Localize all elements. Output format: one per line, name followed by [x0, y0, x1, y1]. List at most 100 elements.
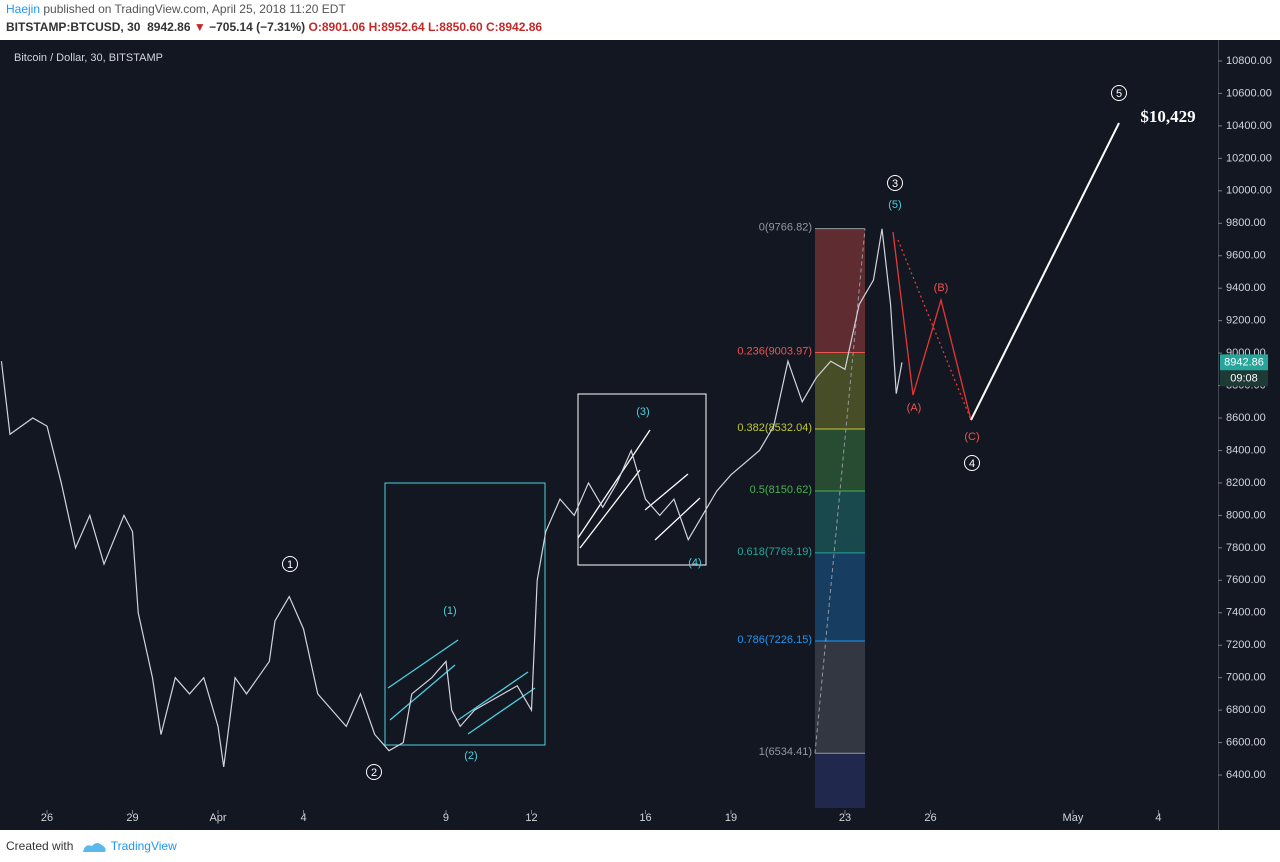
channel [579, 469, 641, 549]
wave-circle [1111, 85, 1127, 101]
publish-line: Haejin published on TradingView.com, Apr… [6, 0, 1280, 18]
brand[interactable]: TradingView [110, 839, 177, 853]
wave-label: (3) [636, 406, 649, 418]
x-tick-label: 23 [839, 812, 851, 824]
y-tick-label: 9200.00 [1226, 315, 1266, 327]
chart-title: Bitcoin / Dollar, 30, BITSTAMP [14, 52, 163, 64]
created: Created with [6, 839, 74, 853]
y-tick-label: 7400.00 [1226, 607, 1266, 619]
y-tick-label: 10600.00 [1226, 87, 1272, 99]
wave-label: (B) [934, 282, 949, 294]
fib-band [815, 753, 865, 808]
box [577, 393, 707, 566]
y-tick-label: 10200.00 [1226, 152, 1272, 164]
y-tick-label: 7800.00 [1226, 542, 1266, 554]
wave-label: (2) [464, 750, 477, 762]
chart-bg [0, 40, 1280, 830]
wave-label: (4) [688, 557, 701, 569]
fib-band [815, 640, 865, 754]
y-tick-label: 10000.00 [1226, 185, 1272, 197]
y-tick-label: 6800.00 [1226, 704, 1266, 716]
low: L:8850.60 [427, 20, 483, 34]
change: −705.14 (−7.31%) [209, 20, 306, 34]
wave-abc [892, 231, 972, 421]
wave-label: (1) [443, 605, 456, 617]
x-tick-label: 4 [300, 812, 306, 824]
x-tick-label: 12 [525, 812, 537, 824]
wave-label: 5 [1116, 88, 1122, 100]
x-tick-label: 19 [725, 812, 737, 824]
y-tick-label: 8400.00 [1226, 444, 1266, 456]
fib-label: 0.236(9003.97) [737, 345, 812, 357]
author[interactable]: Haejin [6, 2, 41, 16]
channel [457, 671, 529, 721]
y-tick-label: 8000.00 [1226, 509, 1266, 521]
x-tick-label: 16 [639, 812, 651, 824]
wave-circle [887, 175, 903, 191]
y-tick-label: 9600.00 [1226, 250, 1266, 262]
y-tick-label: 6600.00 [1226, 736, 1266, 748]
price-tag: 8942.86 [1224, 356, 1264, 368]
wave-label: (5) [888, 199, 901, 211]
y-tick-label: 8600.00 [1226, 412, 1266, 424]
x-tick-label: 26 [924, 812, 936, 824]
footer: Created with TradingView [0, 830, 1280, 862]
logo [82, 842, 106, 852]
high: H:8952.64 [368, 20, 425, 34]
wave-circle [366, 764, 382, 780]
wave-label: (C) [964, 431, 979, 443]
quote-line: BITSTAMP:BTCUSD, 30 8942.86 ▼ −705.14 (−… [6, 18, 1280, 36]
x-tick-label: Apr [209, 812, 226, 824]
channel [389, 664, 456, 721]
channel [577, 429, 651, 539]
x-tick-label: May [1063, 812, 1084, 824]
wave-circle [964, 455, 980, 471]
x-tick-label: 29 [126, 812, 138, 824]
fib-band [815, 552, 865, 641]
fib-band [815, 490, 865, 553]
fib-label: 1(6534.41) [759, 746, 812, 758]
wave-label: 4 [969, 458, 975, 470]
y-tick-label: 8200.00 [1226, 477, 1266, 489]
channel [467, 687, 536, 735]
fib-label: 0(9766.82) [759, 222, 812, 234]
channel [654, 497, 701, 541]
open: O:8901.06 [308, 20, 366, 34]
x-tick-label: 4 [1155, 812, 1161, 824]
fib-band [815, 228, 865, 353]
last: 8942.86 [147, 20, 191, 34]
fib-label: 0.382(8532.04) [737, 422, 812, 434]
x-tick-label: 26 [41, 812, 53, 824]
fib-trend [814, 228, 866, 754]
fib-label: 0.618(7769.19) [737, 546, 812, 558]
fib-band [815, 352, 865, 430]
wave-label: 2 [371, 767, 377, 779]
wave-dotted [897, 239, 972, 421]
y-tick-label: 10400.00 [1226, 120, 1272, 132]
timer-bg [1220, 370, 1268, 387]
y-tick-label: 10800.00 [1226, 55, 1272, 67]
arrow: ▼ [193, 20, 206, 34]
box [384, 482, 546, 746]
y-tick-label: 7200.00 [1226, 639, 1266, 651]
y-tick-label: 9400.00 [1226, 282, 1266, 294]
symbol: BITSTAMP:BTCUSD, 30 [6, 20, 141, 34]
wave-circle [282, 556, 298, 572]
y-tick-label: 6400.00 [1226, 769, 1266, 781]
price-tag-bg [1220, 354, 1268, 371]
y-tick-label: 7000.00 [1226, 672, 1266, 684]
published: published on TradingView.com, April 25, … [43, 2, 346, 16]
channel [644, 473, 689, 511]
fib-label: 0.5(8150.62) [750, 484, 812, 496]
fib-band [815, 429, 865, 491]
x-tick-label: 9 [443, 812, 449, 824]
timer: 09:08 [1230, 372, 1258, 384]
close: C:8942.86 [486, 20, 543, 34]
header: Haejin published on TradingView.com, Apr… [0, 0, 1280, 40]
channel [387, 639, 459, 689]
y-tick-label: 9800.00 [1226, 217, 1266, 229]
wave-label: 3 [892, 178, 898, 190]
chart: Bitcoin / Dollar, 30, BITSTAMP 6400.00 66… [0, 40, 1280, 830]
price-line [0, 228, 903, 768]
